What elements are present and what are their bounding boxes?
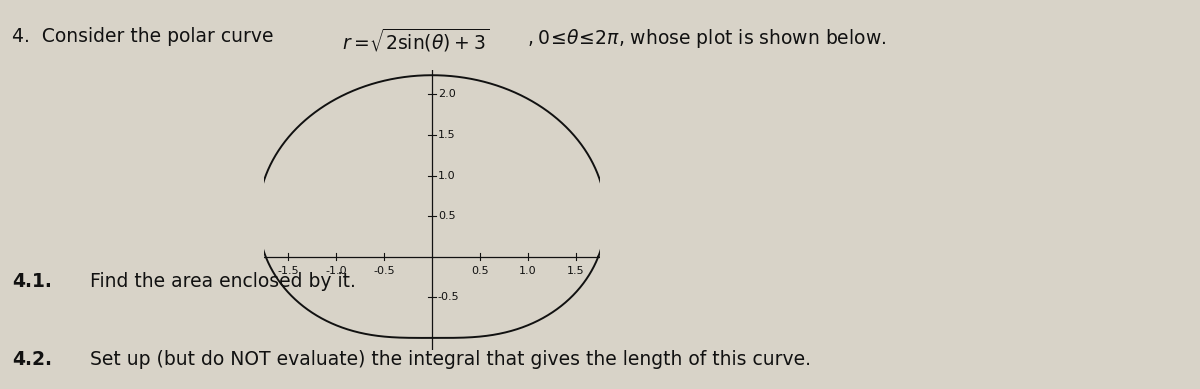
Text: 1.0: 1.0 [520,266,536,277]
Text: 1.5: 1.5 [568,266,584,277]
Text: 4.  Consider the polar curve: 4. Consider the polar curve [12,27,280,46]
Text: -1.0: -1.0 [325,266,347,277]
Text: -0.5: -0.5 [438,292,460,302]
Text: 0.5: 0.5 [438,211,455,221]
Text: $,0\!\leq\!\theta\!\leq\!2\pi$, whose plot is shown below.: $,0\!\leq\!\theta\!\leq\!2\pi$, whose pl… [522,27,887,50]
Text: -0.5: -0.5 [373,266,395,277]
Text: 4.2.: 4.2. [12,350,52,369]
Text: 1.5: 1.5 [438,130,455,140]
Text: Set up (but do NOT evaluate) the integral that gives the length of this curve.: Set up (but do NOT evaluate) the integra… [78,350,811,369]
Text: 2.0: 2.0 [438,89,456,99]
Text: -1.5: -1.5 [277,266,299,277]
Text: $r=\!\sqrt{2\sin(\theta)+3}$: $r=\!\sqrt{2\sin(\theta)+3}$ [342,27,490,54]
Text: 0.5: 0.5 [472,266,488,277]
Text: 4.1.: 4.1. [12,272,52,291]
Text: 1.0: 1.0 [438,170,455,180]
Text: Find the area enclosed by it.: Find the area enclosed by it. [78,272,356,291]
